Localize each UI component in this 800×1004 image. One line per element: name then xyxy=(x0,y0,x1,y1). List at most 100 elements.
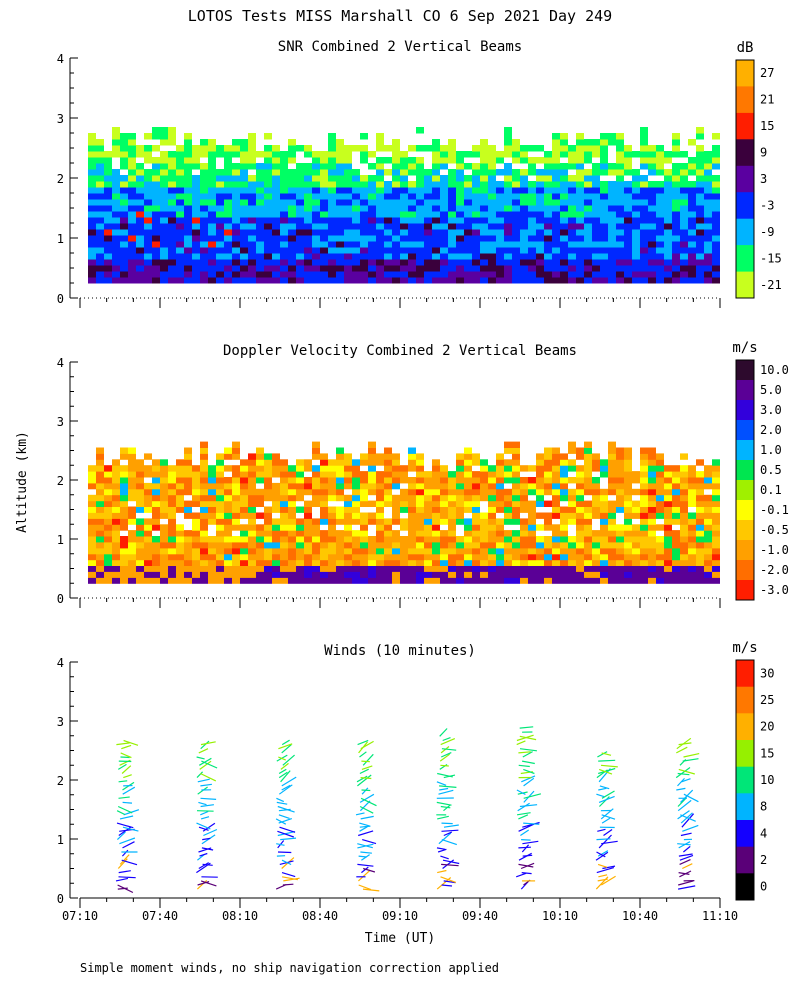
snr-cell xyxy=(704,217,712,224)
colorbar-label: 0.5 xyxy=(760,463,782,477)
velocity-cell xyxy=(280,548,288,554)
velocity-cell xyxy=(344,536,352,542)
snr-cell xyxy=(160,127,168,134)
snr-cell xyxy=(712,211,720,218)
snr-cell xyxy=(520,205,528,212)
snr-cell xyxy=(272,169,280,176)
velocity-cell xyxy=(312,518,320,524)
snr-cell xyxy=(632,199,640,206)
snr-cell xyxy=(448,217,456,224)
wind-profile xyxy=(676,738,699,889)
velocity-cell xyxy=(488,477,496,483)
velocity-cell xyxy=(128,560,136,566)
velocity-cell xyxy=(552,477,560,483)
snr-cell xyxy=(592,265,600,272)
snr-cell xyxy=(624,235,632,242)
velocity-cell xyxy=(544,524,552,530)
snr-cell xyxy=(584,151,592,158)
velocity-cell xyxy=(96,536,104,542)
velocity-cell xyxy=(544,560,552,566)
velocity-cell xyxy=(512,453,520,459)
snr-cell xyxy=(272,223,280,230)
snr-cell xyxy=(368,253,376,260)
snr-cell xyxy=(560,169,568,176)
snr-cell xyxy=(160,253,168,260)
snr-cell xyxy=(496,223,504,230)
snr-cell xyxy=(120,241,128,248)
snr-cell xyxy=(312,163,320,170)
snr-cell xyxy=(648,229,656,236)
velocity-cell xyxy=(616,489,624,495)
velocity-cell xyxy=(312,489,320,495)
snr-cell xyxy=(136,229,144,236)
velocity-cell xyxy=(272,548,280,554)
snr-cell xyxy=(432,139,440,146)
snr-cell xyxy=(640,163,648,170)
snr-cell xyxy=(560,223,568,230)
snr-cell xyxy=(680,181,688,188)
snr-cell xyxy=(160,133,168,140)
velocity-cell xyxy=(592,501,600,507)
velocity-cell xyxy=(120,518,128,524)
velocity-cell xyxy=(544,536,552,542)
snr-cell xyxy=(224,271,232,278)
velocity-cell xyxy=(472,566,480,572)
snr-cell xyxy=(648,211,656,218)
velocity-cell xyxy=(656,459,664,465)
velocity-cell xyxy=(568,507,576,513)
snr-cell xyxy=(408,211,416,218)
snr-cell xyxy=(328,193,336,200)
snr-cell xyxy=(104,193,112,200)
snr-cell xyxy=(256,223,264,230)
snr-cell xyxy=(120,157,128,164)
velocity-cell xyxy=(184,536,192,542)
snr-cell xyxy=(104,151,112,158)
snr-cell xyxy=(304,241,312,248)
snr-cell xyxy=(416,223,424,230)
colorbar-swatch xyxy=(736,86,754,113)
snr-cell xyxy=(552,211,560,218)
colorbar-swatch xyxy=(736,460,754,481)
velocity-cell xyxy=(336,518,344,524)
velocity-cell xyxy=(608,453,616,459)
snr-cell xyxy=(360,181,368,188)
velocity-cell xyxy=(432,483,440,489)
velocity-cell xyxy=(376,572,384,578)
velocity-cell xyxy=(560,577,568,583)
velocity-cell xyxy=(440,489,448,495)
wind-profile xyxy=(516,727,541,889)
velocity-cell xyxy=(336,471,344,477)
snr-cell xyxy=(448,241,456,248)
velocity-cell xyxy=(496,459,504,465)
snr-cell xyxy=(384,217,392,224)
velocity-cell xyxy=(536,471,544,477)
snr-cell xyxy=(416,253,424,260)
snr-cell xyxy=(600,205,608,212)
velocity-cell xyxy=(600,577,608,583)
snr-cell xyxy=(640,217,648,224)
snr-cell xyxy=(424,241,432,248)
velocity-cell xyxy=(208,572,216,578)
snr-cell xyxy=(200,145,208,152)
snr-cell xyxy=(672,247,680,254)
snr-cell xyxy=(264,181,272,188)
velocity-cell xyxy=(464,489,472,495)
velocity-cell xyxy=(648,536,656,542)
snr-cell xyxy=(224,235,232,242)
wind-barb xyxy=(363,754,373,765)
snr-cell xyxy=(416,163,424,170)
snr-cell xyxy=(128,229,136,236)
velocity-cell xyxy=(512,554,520,560)
velocity-cell xyxy=(600,513,608,519)
velocity-cell xyxy=(512,459,520,465)
velocity-cell xyxy=(696,542,704,548)
snr-cell xyxy=(392,163,400,170)
velocity-cell xyxy=(456,489,464,495)
snr-cell xyxy=(448,145,456,152)
velocity-cell xyxy=(704,483,712,489)
snr-cell xyxy=(96,139,104,146)
snr-cell xyxy=(176,151,184,158)
wind-barb xyxy=(197,757,205,759)
snr-cell xyxy=(440,259,448,266)
snr-cell xyxy=(520,271,528,278)
